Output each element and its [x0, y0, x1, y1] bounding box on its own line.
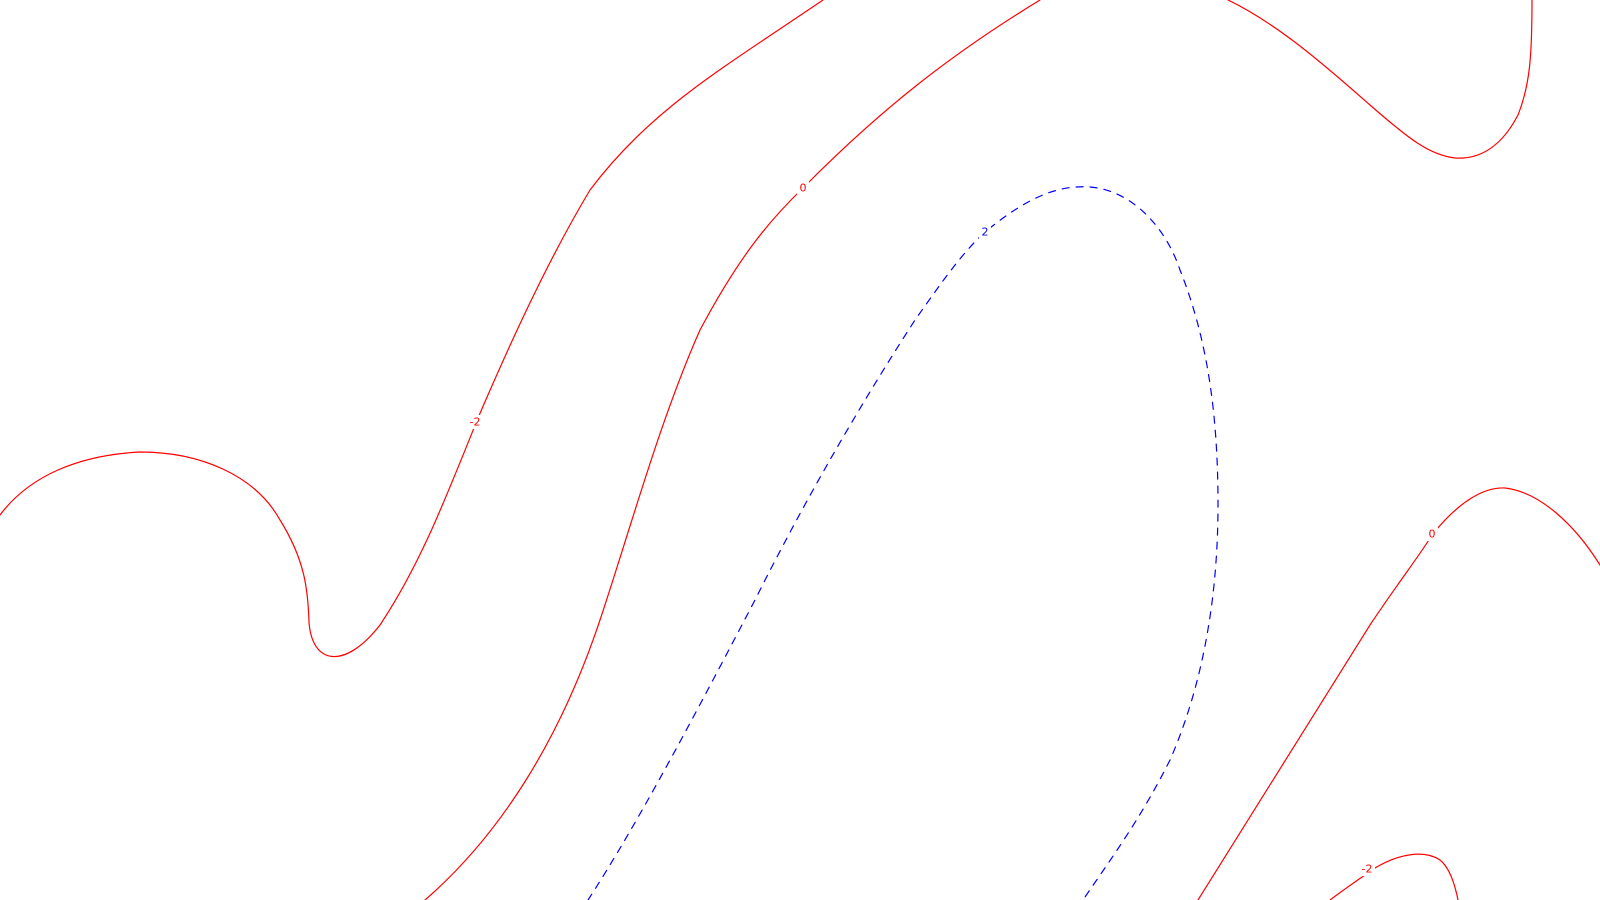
contour-label-zero-right: 0	[1429, 528, 1436, 541]
contour-label-zero-main: 0	[800, 182, 807, 195]
contour-zero-right: 0	[1197, 487, 1600, 900]
contour-neg2-bottom-right: -2	[1329, 853, 1459, 900]
contour-zero-main: 0	[424, 0, 1041, 900]
contour-line-neg2-bottom-right	[1329, 853, 1459, 900]
contour-line-zero-right	[1197, 487, 1600, 900]
contour-line-zero-main	[424, 0, 1041, 900]
contour-line-neg2-left	[0, 0, 824, 658]
contour-label-neg2-left: -2	[470, 416, 481, 429]
contour-pos2-main: 2	[587, 186, 1219, 900]
contour-top-right-arc	[1227, 0, 1533, 159]
contour-line-top-right-arc	[1227, 0, 1533, 159]
contour-label-neg2-bottom-right: -2	[1362, 863, 1373, 876]
contour-label-pos2-main: 2	[982, 226, 989, 239]
contour-neg2-left: -2	[0, 0, 824, 658]
contour-line-pos2-main	[587, 186, 1219, 900]
